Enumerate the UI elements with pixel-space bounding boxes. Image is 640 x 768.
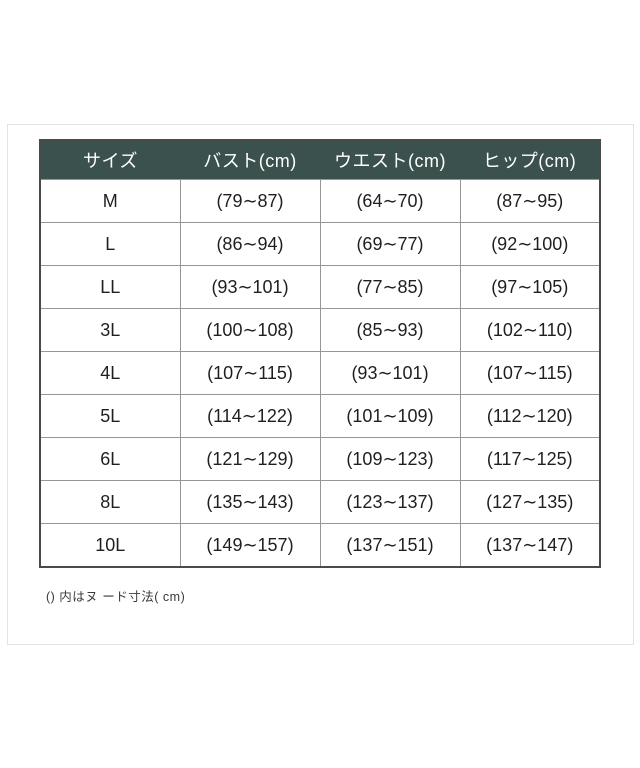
hip-cell: (92∼100) [459,222,601,266]
column-header-waist: ウエスト(cm) [320,140,460,180]
size-cell: LL [39,265,181,309]
bust-cell: (79∼87) [179,179,321,223]
size-cell: 3L [39,308,181,352]
bust-cell: (100∼108) [179,308,321,352]
size-cell: L [39,222,181,266]
table-row: 10L (149∼157) (137∼151) (137∼147) [39,523,601,568]
table-row: M (79∼87) (64∼70) (87∼95) [39,179,601,223]
column-header-hip: ヒップ(cm) [460,140,600,180]
column-header-bust: バスト(cm) [180,140,320,180]
hip-cell: (137∼147) [459,523,601,568]
waist-cell: (85∼93) [319,308,461,352]
table-row: 3L (100∼108) (85∼93) (102∼110) [39,308,601,352]
bust-cell: (135∼143) [179,480,321,524]
size-cell: M [39,179,181,223]
hip-cell: (112∼120) [459,394,601,438]
bust-cell: (107∼115) [179,351,321,395]
hip-cell: (107∼115) [459,351,601,395]
hip-cell: (127∼135) [459,480,601,524]
waist-cell: (77∼85) [319,265,461,309]
table-row: LL (93∼101) (77∼85) (97∼105) [39,265,601,309]
hip-cell: (117∼125) [459,437,601,481]
size-cell: 5L [39,394,181,438]
hip-cell: (102∼110) [459,308,601,352]
bust-cell: (149∼157) [179,523,321,568]
waist-cell: (101∼109) [319,394,461,438]
table-row: 8L (135∼143) (123∼137) (127∼135) [39,480,601,524]
bust-cell: (93∼101) [179,265,321,309]
hip-cell: (87∼95) [459,179,601,223]
size-cell: 10L [39,523,181,568]
column-header-size: サイズ [40,140,180,180]
header-row: サイズ バスト(cm) ウエスト(cm) ヒップ(cm) [40,140,600,180]
bust-cell: (121∼129) [179,437,321,481]
table-row: 6L (121∼129) (109∼123) (117∼125) [39,437,601,481]
waist-cell: (137∼151) [319,523,461,568]
table-row: L (86∼94) (69∼77) (92∼100) [39,222,601,266]
waist-cell: (64∼70) [319,179,461,223]
table-row: 5L (114∼122) (101∼109) (112∼120) [39,394,601,438]
size-note: () 内はヌ ード寸法( cm) [46,590,186,604]
waist-cell: (93∼101) [319,351,461,395]
waist-cell: (123∼137) [319,480,461,524]
size-cell: 4L [39,351,181,395]
bust-cell: (86∼94) [179,222,321,266]
size-cell: 6L [39,437,181,481]
bust-cell: (114∼122) [179,394,321,438]
waist-cell: (69∼77) [319,222,461,266]
hip-cell: (97∼105) [459,265,601,309]
image-frame: サイズ バスト(cm) ウエスト(cm) ヒップ(cm) M (79∼87) (… [7,124,634,645]
waist-cell: (109∼123) [319,437,461,481]
size-chart-table: サイズ バスト(cm) ウエスト(cm) ヒップ(cm) M (79∼87) (… [39,139,601,568]
table-row: 4L (107∼115) (93∼101) (107∼115) [39,351,601,395]
size-cell: 8L [39,480,181,524]
